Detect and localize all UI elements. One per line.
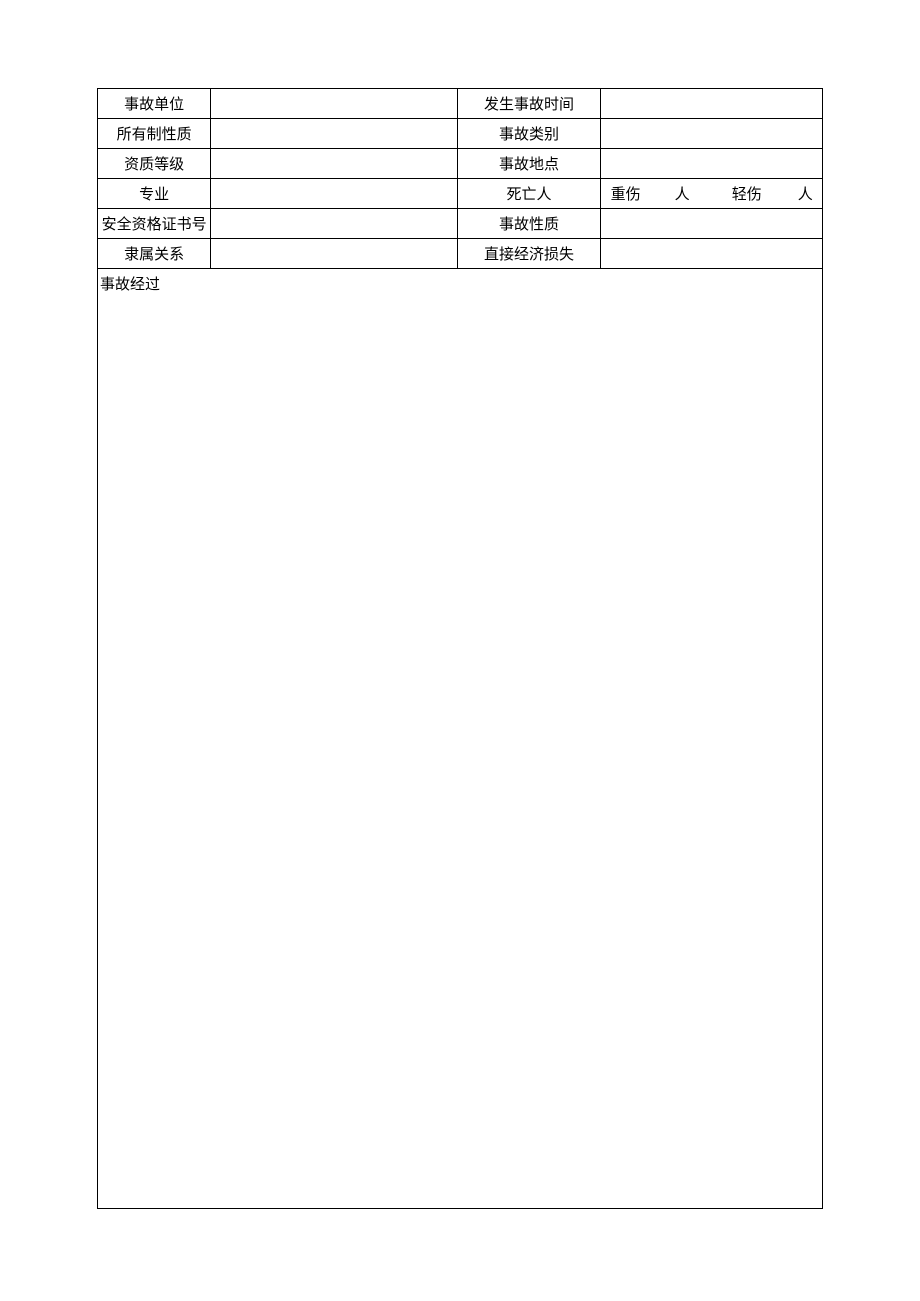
value-accident-nature <box>600 209 822 239</box>
value-specialty <box>211 179 458 209</box>
label-qualification-level: 资质等级 <box>98 149 211 179</box>
minor-injury-unit: 人 <box>798 183 813 204</box>
value-qualification-level <box>211 149 458 179</box>
info-table: 事故单位 发生事故时间 所有制性质 事故类别 资质等级 事故地点 专业 死亡人 <box>97 88 823 269</box>
value-ownership <box>211 119 458 149</box>
label-ownership: 所有制性质 <box>98 119 211 149</box>
label-deaths: 死亡人 <box>458 179 600 209</box>
value-accident-time <box>600 89 822 119</box>
label-affiliation: 隶属关系 <box>98 239 211 269</box>
label-accident-category: 事故类别 <box>458 119 600 149</box>
casualty-breakdown: 重伤 人 轻伤 人 <box>601 183 822 204</box>
table-row: 所有制性质 事故类别 <box>98 119 823 149</box>
table-row: 事故单位 发生事故时间 <box>98 89 823 119</box>
value-safety-cert <box>211 209 458 239</box>
label-accident-time: 发生事故时间 <box>458 89 600 119</box>
label-direct-loss: 直接经济损失 <box>458 239 600 269</box>
value-casualties: 重伤 人 轻伤 人 <box>600 179 822 209</box>
value-direct-loss <box>600 239 822 269</box>
label-accident-nature: 事故性质 <box>458 209 600 239</box>
label-accident-unit: 事故单位 <box>98 89 211 119</box>
serious-injury-label: 重伤 <box>611 183 641 204</box>
value-accident-location <box>600 149 822 179</box>
form-page: 事故单位 发生事故时间 所有制性质 事故类别 资质等级 事故地点 专业 死亡人 <box>0 0 920 1289</box>
value-accident-unit <box>211 89 458 119</box>
serious-injury-unit: 人 <box>675 183 690 204</box>
label-specialty: 专业 <box>98 179 211 209</box>
label-safety-cert: 安全资格证书号 <box>98 209 211 239</box>
table-row: 专业 死亡人 重伤 人 轻伤 人 <box>98 179 823 209</box>
accident-narrative-label: 事故经过 <box>100 273 820 294</box>
table-row: 资质等级 事故地点 <box>98 149 823 179</box>
table-row: 隶属关系 直接经济损失 <box>98 239 823 269</box>
label-accident-location: 事故地点 <box>458 149 600 179</box>
value-accident-category <box>600 119 822 149</box>
minor-injury-label: 轻伤 <box>732 183 762 204</box>
value-affiliation <box>211 239 458 269</box>
table-row: 安全资格证书号 事故性质 <box>98 209 823 239</box>
accident-narrative-box: 事故经过 <box>97 269 823 1209</box>
